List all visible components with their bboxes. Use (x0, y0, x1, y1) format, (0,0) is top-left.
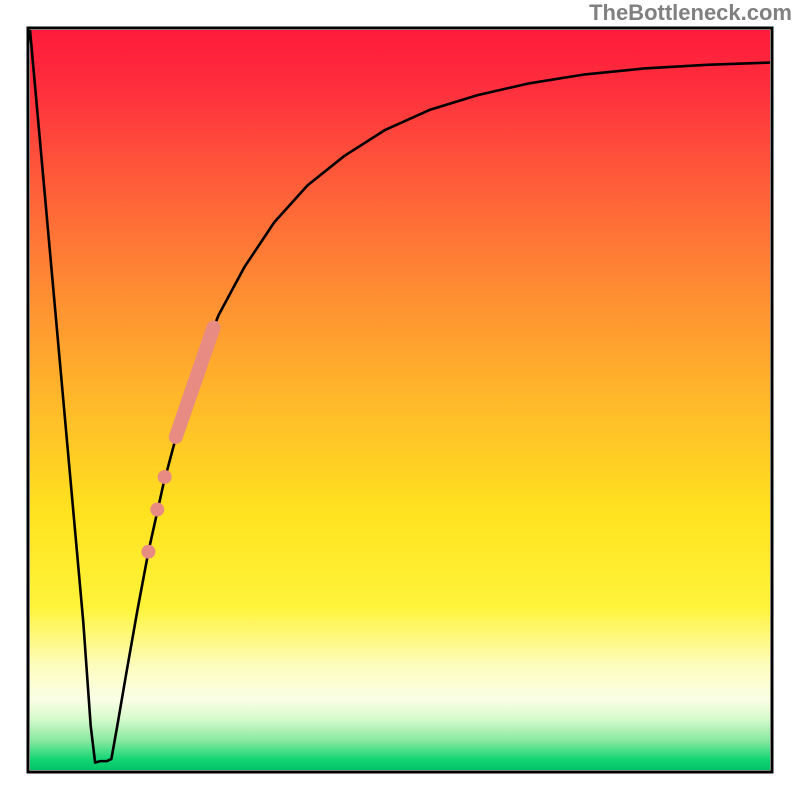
marker-dot (158, 470, 172, 484)
marker-dot (150, 503, 164, 517)
gradient-curve-chart (0, 0, 800, 800)
marker-dot (141, 545, 155, 559)
chart-container: TheBottleneck.com (0, 0, 800, 800)
plot-background (30, 30, 770, 770)
watermark-text: TheBottleneck.com (589, 0, 792, 26)
